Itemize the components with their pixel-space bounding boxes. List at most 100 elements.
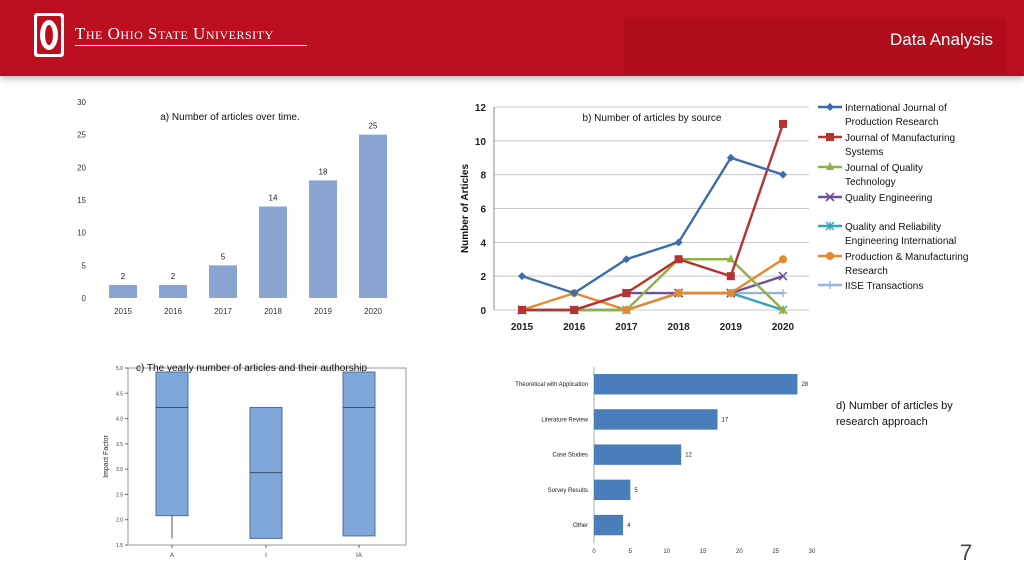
x-tick-label: 2016: [563, 322, 586, 333]
data-point: [825, 192, 835, 202]
data-label: 14: [269, 194, 278, 203]
legend-label: Engineering International: [845, 236, 956, 247]
legend-entry: Journal of Quality Technology: [818, 162, 923, 188]
x-tick-label: 15: [700, 549, 707, 555]
x-tick-label: 25: [772, 549, 779, 555]
bar: [209, 265, 237, 298]
legend-label: Production & Manufacturing: [845, 252, 968, 263]
data-point: [826, 281, 834, 289]
data-point: [726, 289, 735, 298]
data-label: 17: [722, 417, 729, 423]
y-tick-label: 4.0: [116, 417, 123, 423]
bar: [594, 514, 624, 536]
legend-label: Quality and Reliability: [845, 222, 941, 233]
x-tick-label: 2018: [667, 322, 690, 333]
data-point: [779, 289, 787, 298]
legend-label: Journal of Quality: [845, 163, 923, 174]
data-point: [726, 153, 735, 162]
data-point: [674, 289, 683, 298]
x-tick-label: 2017: [214, 307, 232, 316]
data-point: [726, 272, 735, 281]
x-tick-label: 20: [736, 549, 743, 555]
data-point: [779, 255, 787, 264]
data-point: [779, 305, 787, 313]
chart-c-title: c) The yearly number of articles and the…: [136, 363, 367, 374]
series-0: [518, 153, 787, 298]
chart-a-title: a) Number of articles over time.: [160, 112, 300, 123]
x-tick-label: 2019: [314, 307, 332, 316]
data-point: [825, 221, 835, 231]
legend-entry: Quality and Reliability Engineering Inter…: [818, 221, 956, 247]
category-label: Literature Review: [541, 417, 588, 423]
legend-label: Quality Engineering: [845, 193, 932, 204]
legend-entry: Production & Manufacturing Research: [818, 252, 968, 277]
y-tick-label: 0: [82, 294, 87, 303]
data-label: 5: [221, 252, 226, 261]
legend-label: Technology: [845, 177, 896, 188]
data-label: 2: [121, 272, 126, 281]
legend-label: Research: [845, 266, 888, 277]
y-tick-label: 20: [77, 163, 86, 172]
bar: [109, 284, 137, 298]
y-tick-label: 4: [480, 238, 486, 249]
category-label: Theoretical with Application: [515, 382, 588, 388]
y-tick-label: 3.0: [116, 467, 123, 473]
bar: [159, 284, 187, 298]
x-tick-label: 2020: [364, 307, 382, 316]
y-axis-label: Impact Factor: [103, 434, 110, 477]
data-point: [779, 170, 787, 179]
y-tick-label: 3.5: [116, 442, 123, 448]
bar: [259, 206, 287, 298]
y-tick-label: 2.5: [116, 492, 123, 498]
data-point: [779, 119, 787, 128]
legend-entry: Journal of Manufacturing Systems: [818, 133, 955, 158]
x-tick-label: 2017: [615, 322, 638, 333]
y-tick-label: 1.5: [116, 543, 123, 549]
y-tick-label: 30: [77, 98, 86, 107]
data-point: [826, 252, 834, 260]
series-line: [521, 258, 784, 312]
category-label: Other: [573, 523, 588, 529]
page-number: 7: [960, 540, 973, 565]
x-tick-label: 10: [663, 549, 670, 555]
data-label: 25: [369, 122, 378, 131]
y-tick-label: 4.5: [116, 391, 123, 397]
x-tick-label: 5: [629, 549, 633, 555]
data-point: [622, 255, 631, 264]
x-tick-label: A: [170, 553, 174, 559]
data-point: [622, 306, 631, 314]
data-label: 2: [171, 272, 176, 281]
osu-block-o-logo-icon: [34, 13, 64, 57]
chart-c-authorship-boxplot: 1.5 2.0 2.5 3.0 3.5 4.0 4.5 5.0 Impact Factor c) …: [103, 363, 407, 559]
data-label: 28: [801, 382, 808, 388]
series-1: [518, 119, 787, 314]
chart-b-articles-by-source: 0 2 4 6 8 10 12 2015 2016 2017 2018 2019 2020 Number …: [460, 103, 968, 333]
data-point: [826, 162, 834, 170]
legend-entry: Quality Engineering: [818, 192, 932, 204]
y-tick-label: 15: [77, 196, 86, 205]
legend-label: International Journal of: [845, 103, 947, 114]
x-tick-label: 2015: [511, 322, 534, 333]
chart-d-title: d) Number of articles by research approa…: [836, 400, 953, 428]
data-point: [518, 306, 526, 314]
legend-entry: International Journal of Production Resea…: [818, 103, 947, 128]
box: [342, 371, 376, 537]
y-axis-label: Number of Articles: [460, 164, 471, 254]
y-tick-label: 10: [77, 229, 86, 238]
series-line: [522, 123, 785, 312]
data-label: 12: [685, 453, 692, 459]
data-point: [674, 255, 683, 264]
chart-a-articles-over-time: 0 5 10 15 20 25 30 a) Number of articles over t…: [77, 98, 387, 316]
data-point: [826, 103, 834, 111]
page-title: Data Analysis: [890, 30, 993, 49]
y-tick-label: 25: [77, 131, 86, 140]
x-tick-label: 2016: [164, 307, 182, 316]
y-tick-label: 2.0: [116, 518, 123, 524]
y-tick-label: 0: [480, 306, 486, 317]
bar: [594, 479, 631, 501]
y-tick-label: 2: [480, 272, 486, 283]
university-name: The Ohio State University: [75, 24, 274, 43]
university-underline: [75, 45, 307, 46]
y-tick-label: 6: [480, 205, 486, 216]
data-point: [778, 271, 788, 281]
